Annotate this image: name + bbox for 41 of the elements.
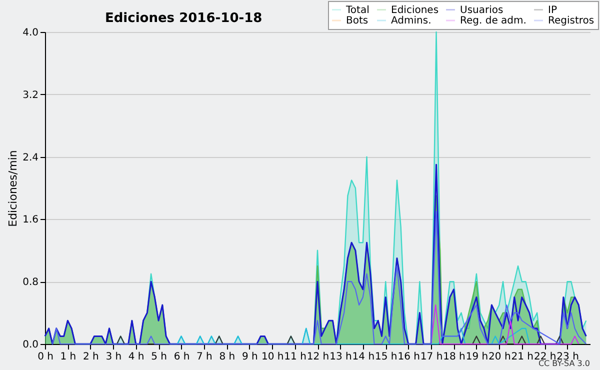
y-tick-label: 2.4 xyxy=(22,152,38,164)
x-tick-label: 13 h xyxy=(330,352,352,362)
x-tick-label: 11 h xyxy=(284,352,306,362)
y-tick-label: 3.2 xyxy=(22,90,38,101)
x-tick-label: 8 h xyxy=(219,352,236,362)
x-tick-label: 6 h xyxy=(174,352,190,362)
x-tick-label: 16 h xyxy=(398,352,420,362)
x-tick-label: 14 h xyxy=(352,352,375,362)
y-tick-label: 0.0 xyxy=(22,340,38,350)
legend-label: Admins. xyxy=(391,16,432,26)
legend-label: IP xyxy=(548,4,557,16)
y-tick-label: 4.0 xyxy=(22,28,38,38)
legend-label: Ediciones xyxy=(391,4,439,16)
x-tick-label: 5 h xyxy=(151,352,167,362)
legend-label: Reg. de adm. xyxy=(460,16,526,26)
legend-label: Registros xyxy=(548,16,594,26)
text: CC BY-SA 3.0 xyxy=(538,359,590,368)
x-tick-label: 12 h xyxy=(306,352,330,362)
x-tick-label: 10 h xyxy=(261,352,284,362)
x-tick-label: 4 h xyxy=(128,352,144,362)
y-tick-label: 1.6 xyxy=(22,214,38,226)
x-tick-label: 15 h xyxy=(375,352,398,362)
line-series xyxy=(430,304,580,345)
legend-label: Total xyxy=(345,4,370,16)
x-tick-label: 19 h xyxy=(466,352,488,362)
x-tick-label: 1 h xyxy=(60,352,76,362)
legend-label: Bots xyxy=(346,16,368,26)
legend-label: Usuarios xyxy=(460,4,504,16)
y-axis-title: Ediciones/min xyxy=(6,150,20,227)
y-tick-label: 0.8 xyxy=(22,277,38,288)
x-tick-label: 7 h xyxy=(196,352,212,362)
x-tick-label: 0 h xyxy=(38,352,54,362)
x-tick-label: 9 h xyxy=(242,352,258,362)
chart-title: Ediciones 2016-10-18 xyxy=(105,11,262,26)
x-tick-label: 21 h xyxy=(511,352,534,362)
x-tick-label: 20 h xyxy=(488,352,511,362)
line-series xyxy=(44,164,587,345)
x-tick-label: 3 h xyxy=(106,352,122,362)
x-tick-label: 17 h xyxy=(420,352,443,362)
x-tick-label: 2 h xyxy=(82,352,99,362)
x-tick-label: 18 h xyxy=(443,352,466,362)
